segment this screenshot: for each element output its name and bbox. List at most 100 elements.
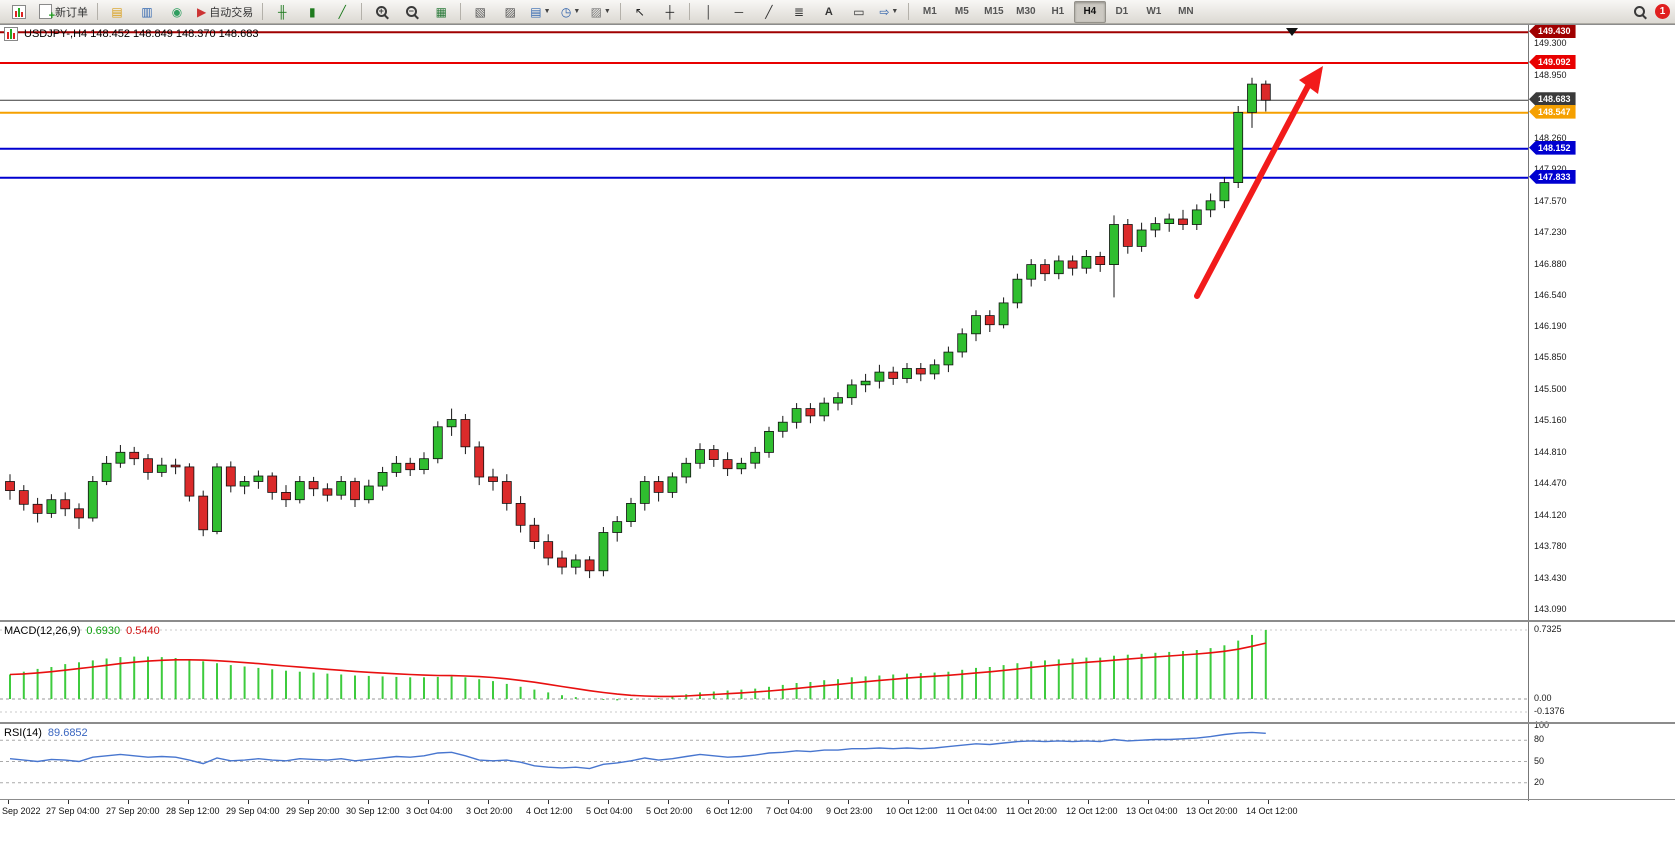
- rsi-label-overlay: RSI(14) 89.6852: [4, 727, 88, 739]
- rsi-panel[interactable]: RSI(14) 89.6852: [0, 724, 1528, 799]
- time-axis-label: Sep 2022: [2, 806, 41, 816]
- chart-title-overlay: USDJPY-,H4 148.452 148.849 148.370 148.6…: [4, 27, 258, 41]
- rsi-chart[interactable]: [0, 724, 1528, 799]
- time-tick: [68, 800, 69, 804]
- zoom-in-button[interactable]: +: [367, 1, 395, 23]
- timeframe-W1[interactable]: W1: [1146, 6, 1162, 17]
- arrows-tool-dropdown[interactable]: ⇨ ▼: [875, 1, 903, 23]
- trendline-button[interactable]: ╱: [755, 1, 783, 23]
- chart-title: USDJPY-,H4 148.452 148.849 148.370 148.6…: [24, 28, 259, 40]
- price-axis-label: 144.120: [1534, 510, 1567, 521]
- candlestick-chart[interactable]: [0, 24, 1528, 620]
- time-tick: [368, 800, 369, 804]
- arrange-cascade-icon: ▧: [474, 4, 486, 19]
- text-tool-button[interactable]: A: [824, 5, 833, 18]
- chart-title-icon: [4, 27, 18, 41]
- search-button[interactable]: [1625, 1, 1653, 23]
- line-chart-button[interactable]: ╱: [328, 1, 356, 23]
- time-tick: [908, 800, 909, 804]
- price-axis-label: 148.950: [1534, 69, 1567, 80]
- horizontal-line-button[interactable]: ─: [725, 1, 753, 23]
- profiles-button[interactable]: ▤: [103, 1, 131, 23]
- time-axis[interactable]: Sep 2022 27 Sep 04:00 27 Sep 20:00 28 Sep 1…: [0, 800, 1528, 822]
- time-tick: [1028, 800, 1029, 804]
- periods-dropdown[interactable]: ◷ ▼: [557, 1, 585, 23]
- time-axis-label: 29 Sep 04:00: [226, 806, 280, 816]
- time-axis-label: 11 Oct 04:00: [946, 806, 997, 816]
- chevron-down-icon: ▼: [891, 8, 899, 15]
- price-badge: 149.092: [1529, 55, 1576, 69]
- fibonacci-button[interactable]: ≣: [785, 1, 813, 23]
- timeframe-group: M1 M5 M15 M30 H1 H4 D1 W1 MN: [914, 0, 1202, 23]
- price-badge: 148.683: [1529, 92, 1576, 107]
- timeframe-M5[interactable]: M5: [954, 6, 969, 17]
- fibonacci-icon: ≣: [793, 4, 804, 19]
- price-axis-label: 144.810: [1534, 447, 1567, 458]
- rsi-scale-label: 50: [1534, 755, 1545, 766]
- timeframe-MN[interactable]: MN: [1178, 6, 1194, 17]
- timeframe-M15[interactable]: M15: [984, 6, 1004, 17]
- time-tick: [1148, 800, 1149, 804]
- time-axis-label: 7 Oct 04:00: [766, 806, 813, 816]
- toolbar-separator: [262, 3, 264, 20]
- price-axis-label: 149.300: [1534, 38, 1567, 49]
- macd-chart[interactable]: [0, 622, 1528, 722]
- zoom-out-icon: −: [405, 6, 417, 17]
- macd-panel[interactable]: MACD(12,26,9) 0.6930 0.5440: [0, 622, 1528, 722]
- arrange-tile-button[interactable]: ▨: [496, 1, 524, 23]
- time-tick: [788, 800, 789, 804]
- new-order-button[interactable]: + 新订单: [35, 1, 92, 23]
- refresh-button[interactable]: ◉: [163, 1, 191, 23]
- time-axis-label: 5 Oct 20:00: [646, 806, 693, 816]
- vertical-line-button[interactable]: │: [695, 1, 723, 23]
- bar-chart-button[interactable]: ╫: [268, 1, 296, 23]
- timeframe-H4[interactable]: H4: [1073, 0, 1106, 23]
- panel-splitter[interactable]: [0, 722, 1675, 724]
- templates-dropdown[interactable]: ▨ ▼: [587, 1, 615, 23]
- charts-button[interactable]: ▥: [133, 1, 161, 23]
- timeframe-D1[interactable]: D1: [1115, 6, 1129, 17]
- candlestick-button[interactable]: ▮: [298, 1, 326, 23]
- crosshair-button[interactable]: ┼: [656, 1, 684, 23]
- time-axis-label: 13 Oct 20:00: [1186, 806, 1238, 816]
- time-axis-label: 27 Sep 20:00: [106, 806, 160, 816]
- arrange-cascade-button[interactable]: ▧: [466, 1, 494, 23]
- macd-signal-value: 0.5440: [126, 625, 160, 637]
- macd-histogram: [9, 630, 1267, 701]
- time-tick: [428, 800, 429, 804]
- time-axis-label: 13 Oct 04:00: [1126, 806, 1178, 816]
- timeframe-M1[interactable]: M1: [922, 6, 937, 17]
- price-axis[interactable]: 149.300 148.950 148.260 147.920 147.570 147.2…: [1528, 24, 1675, 801]
- price-badge: 147.833: [1529, 169, 1576, 184]
- time-tick: [188, 800, 189, 804]
- timeframe-H1[interactable]: H1: [1051, 6, 1065, 17]
- timeframe-M30[interactable]: M30: [1016, 6, 1036, 17]
- time-axis-label: 14 Oct 12:00: [1246, 806, 1298, 816]
- autoscroll-marker[interactable]: [1286, 28, 1298, 36]
- candles-layer: [5, 77, 1271, 579]
- cursor-button[interactable]: ↖: [626, 1, 654, 23]
- panel-border: [0, 24, 1675, 25]
- price-axis-label: 144.470: [1534, 478, 1567, 489]
- panel-splitter[interactable]: [0, 620, 1675, 622]
- zoom-out-button[interactable]: −: [397, 1, 425, 23]
- chevron-down-icon: ▼: [573, 8, 581, 15]
- label-tool-button[interactable]: ▭: [845, 1, 873, 23]
- notification-badge[interactable]: 1: [1655, 4, 1670, 19]
- time-axis-label: 30 Sep 12:00: [346, 806, 400, 816]
- time-axis-label: 27 Sep 04:00: [46, 806, 100, 816]
- rsi-scale-label: 100: [1534, 720, 1550, 730]
- price-axis-label: 145.160: [1534, 415, 1567, 426]
- rsi-line: [9, 731, 1266, 770]
- autotrading-button[interactable]: ▶ 自动交易: [193, 1, 257, 23]
- time-tick: [668, 800, 669, 804]
- cursor-icon: ↖: [634, 4, 645, 19]
- chevron-down-icon: ▼: [543, 8, 551, 15]
- tile-windows-button[interactable]: ▦: [427, 1, 455, 23]
- trend-arrow-annotation[interactable]: [1194, 66, 1323, 299]
- zoom-in-icon: +: [375, 6, 387, 17]
- macd-label-overlay: MACD(12,26,9) 0.6930 0.5440: [4, 625, 160, 637]
- clock-icon: ◷: [560, 4, 572, 19]
- indicators-dropdown[interactable]: ▤ ▼: [526, 1, 554, 23]
- main-chart-panel[interactable]: USDJPY-,H4 148.452 148.849 148.370 148.6…: [0, 24, 1528, 620]
